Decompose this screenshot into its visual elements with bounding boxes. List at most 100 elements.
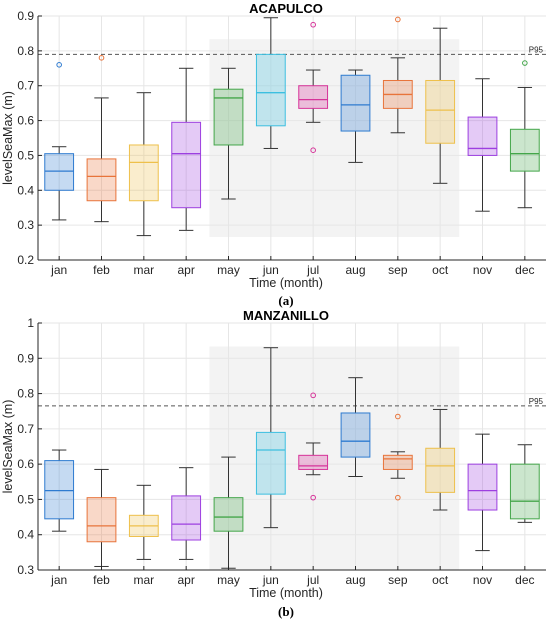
outlier-point	[395, 413, 401, 420]
box-jun	[255, 17, 286, 149]
chart-acapulco: P95 0.2 0.3 0.4 0.5 0.6 0.7 0.8 0.9 jan feb mar apr m…	[1, 1, 546, 308]
x-tick-label: mar	[133, 573, 154, 587]
iqr-box	[86, 158, 117, 202]
iqr-box	[340, 74, 371, 132]
iqr-box	[298, 454, 329, 470]
x-tick-label: mar	[133, 263, 154, 277]
iqr-box	[298, 85, 329, 109]
box-jul	[298, 21, 329, 153]
x-tick-label: aug	[345, 263, 365, 277]
iqr-box	[425, 447, 456, 493]
y-tick-label: 0.8	[17, 44, 34, 58]
chart-title: ACAPULCO	[249, 1, 323, 16]
x-tick-label: feb	[93, 263, 110, 277]
box-may	[213, 67, 244, 200]
outlier-point	[522, 60, 528, 66]
x-tick-label: oct	[432, 573, 449, 587]
shaded-season-region	[209, 346, 460, 570]
chart-title: MANZANILLO	[243, 308, 329, 323]
iqr-box	[340, 412, 371, 458]
box-apr	[171, 67, 202, 231]
iqr-box	[509, 128, 540, 172]
iqr-box	[128, 144, 159, 202]
y-tick-label: 0.7	[17, 79, 34, 93]
x-tick-label: aug	[345, 573, 365, 587]
box-sep	[382, 16, 413, 134]
y-axis-label: levelSeaMax (m)	[1, 400, 15, 494]
panel-caption: (b)	[278, 604, 294, 619]
outlier-point	[98, 55, 105, 61]
y-axis-label: levelSeaMax (m)	[1, 91, 15, 185]
x-tick-label: apr	[177, 573, 194, 587]
box-aug	[340, 69, 371, 163]
x-tick-label: dec	[515, 573, 534, 587]
box-feb	[86, 55, 117, 223]
iqr-box	[86, 497, 117, 543]
outlier-point	[395, 494, 401, 501]
x-tick-label: oct	[432, 263, 449, 277]
box-jul	[298, 392, 329, 501]
box-jan	[44, 62, 75, 221]
y-tick-label: 0.6	[17, 114, 34, 128]
x-tick-label: sep	[388, 573, 408, 587]
box-feb	[86, 468, 117, 567]
y-tick-label: 0.4	[17, 528, 34, 542]
box-jun	[255, 347, 286, 529]
box-nov	[467, 78, 498, 212]
iqr-box	[467, 116, 498, 156]
y-tick-label: 0.7	[17, 422, 34, 436]
x-tick-label: feb	[93, 573, 110, 587]
outlier-point	[395, 16, 401, 23]
chart-manzanillo: P95 0.3 0.4 0.5 0.6 0.7 0.8 0.9 1 jan feb mar apr may…	[1, 308, 546, 619]
y-tick-label: 0.5	[17, 148, 34, 162]
x-tick-label: may	[217, 263, 240, 277]
x-tick-label: jan	[50, 573, 67, 587]
box-mar	[128, 92, 159, 237]
x-tick-label: dec	[515, 263, 534, 277]
iqr-box	[255, 431, 286, 495]
outlier-point	[310, 147, 316, 153]
box-dec	[509, 444, 540, 523]
y-tick-label: 0.5	[17, 492, 34, 506]
outlier-point	[310, 494, 316, 501]
box-aug	[340, 377, 371, 477]
box-mar	[128, 484, 159, 560]
p95-label: P95	[529, 397, 544, 406]
outlier-point	[310, 392, 316, 399]
p95-label: P95	[529, 45, 544, 54]
x-tick-label: jun	[262, 263, 279, 277]
y-tick-label: 0.6	[17, 457, 34, 471]
y-tick-label: 0.8	[17, 387, 34, 401]
iqr-box	[171, 495, 202, 541]
iqr-box	[425, 79, 456, 144]
x-axis-label: Time (month)	[249, 276, 323, 290]
iqr-box	[171, 121, 202, 209]
x-tick-label: jul	[306, 573, 319, 587]
x-tick-label: nov	[473, 573, 492, 587]
y-tick-label: 0.3	[17, 218, 34, 232]
x-tick-label: may	[217, 573, 240, 587]
x-tick-label: jun	[262, 573, 279, 587]
iqr-box	[255, 53, 286, 127]
box-jan	[44, 449, 75, 532]
iqr-box	[213, 497, 244, 532]
x-tick-label: sep	[388, 263, 408, 277]
box-sep	[382, 413, 413, 501]
iqr-box	[509, 463, 540, 520]
iqr-box	[467, 463, 498, 511]
box-oct	[425, 408, 456, 511]
y-tick-label: 1	[27, 316, 34, 330]
x-tick-label: apr	[177, 263, 194, 277]
outlier-point	[56, 62, 62, 68]
y-tick-label: 0.9	[17, 351, 34, 365]
box-nov	[467, 433, 498, 552]
iqr-box	[44, 153, 75, 191]
box-apr	[171, 467, 202, 560]
y-tick-label: 0.2	[17, 253, 34, 267]
box-dec	[509, 60, 540, 209]
panel-caption: (a)	[278, 293, 293, 308]
box-may	[213, 456, 244, 569]
box-oct	[425, 27, 456, 184]
x-tick-label: jul	[306, 263, 319, 277]
